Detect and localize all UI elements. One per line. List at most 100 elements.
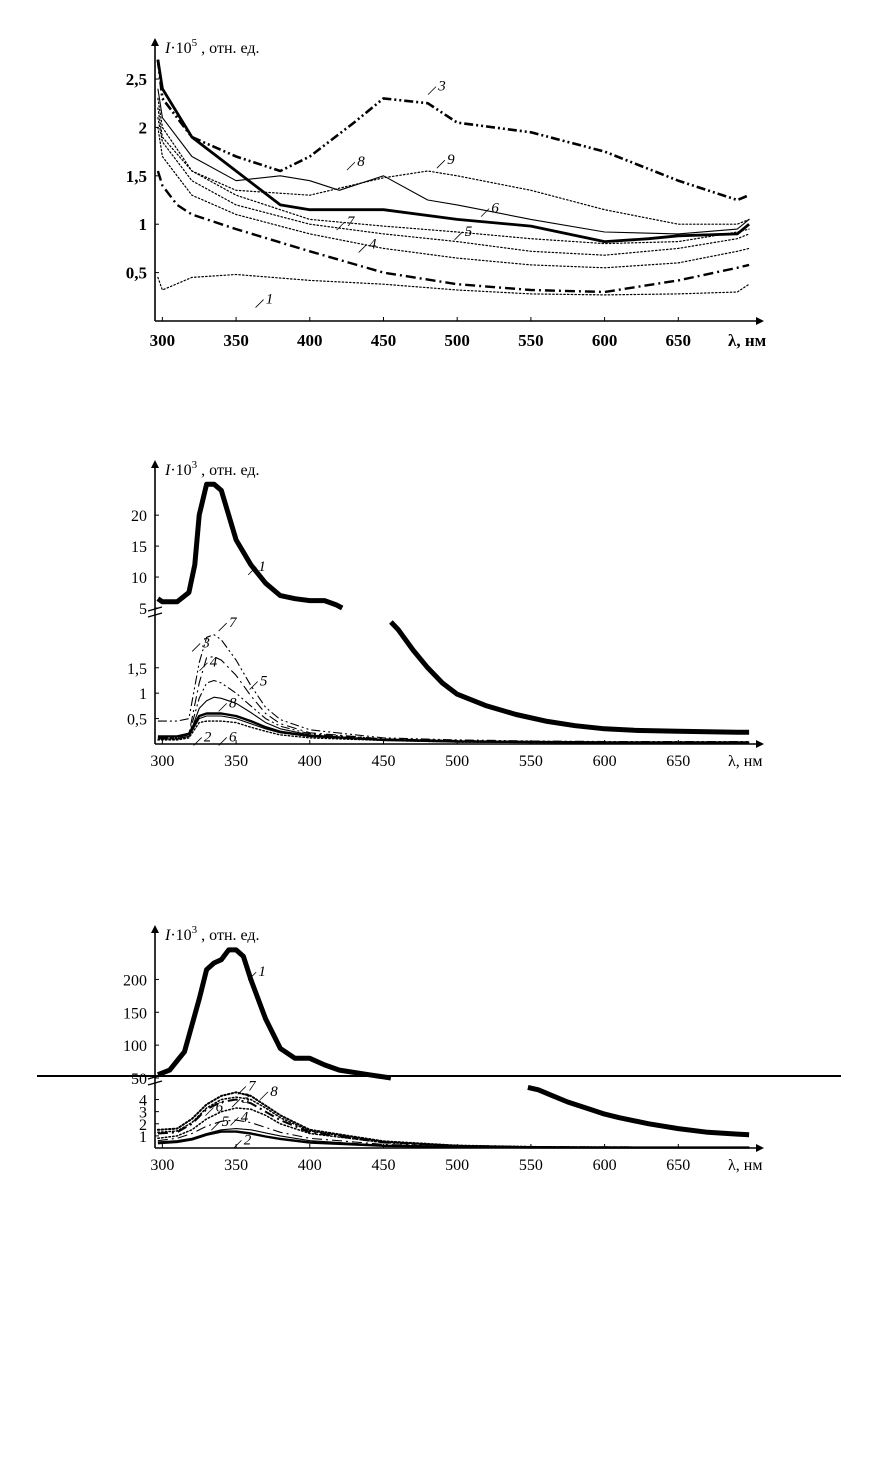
x-tick-label: 650 — [666, 753, 690, 770]
y-axis-label-unit: , отн. ед. — [197, 40, 259, 57]
y-axis-label-symbol: I — [164, 927, 171, 944]
y-tick-label: 0,5 — [126, 264, 147, 283]
x-tick-label: 450 — [371, 331, 397, 350]
x-tick-label: 600 — [593, 753, 617, 770]
curve-label-leader — [247, 566, 257, 576]
curve-label-4: 4 — [210, 655, 218, 671]
chart2: 300 350 400 450 500 550 600 650 λ, нм51015200,51… — [127, 459, 764, 770]
x-tick-label: 400 — [297, 331, 323, 350]
curve-label-7: 7 — [347, 214, 356, 230]
y-tick-label: 1,5 — [126, 167, 147, 186]
x-tick-label: 500 — [445, 753, 469, 770]
x-tick-label: 550 — [519, 1157, 543, 1174]
y-tick-label: 1,5 — [127, 661, 147, 678]
axis-break-mark — [147, 606, 163, 612]
series-4-line — [157, 126, 750, 269]
curve-label-7: 7 — [248, 1078, 257, 1094]
y-axis-label: I·103 , отн. ед. — [164, 924, 260, 944]
curve-label-3: 3 — [201, 635, 210, 651]
curve-label-leader — [218, 622, 227, 632]
y-tick-label: 2,5 — [126, 70, 147, 89]
y-axis-arrow — [151, 38, 159, 46]
curve-label-leader — [218, 737, 227, 746]
series-1-lower-line — [527, 1084, 750, 1138]
y-tick-label: 150 — [123, 1005, 147, 1022]
x-tick-label: 300 — [150, 753, 174, 770]
y-tick-label: 20 — [131, 508, 147, 525]
series-8-line — [157, 712, 750, 744]
curve-label-9: 9 — [447, 152, 455, 168]
y-axis-arrow — [151, 460, 159, 468]
curve-label-6: 6 — [229, 729, 237, 745]
y-axis-label-base: ·10 — [170, 927, 191, 944]
y-tick-label: 1 — [139, 1129, 147, 1146]
y-axis-label: I·103 , отн. ед. — [164, 459, 260, 479]
curve-label-leader — [237, 1086, 247, 1095]
curve-label-leader — [259, 1091, 269, 1101]
x-tick-label: 600 — [593, 1157, 617, 1174]
x-axis-arrow — [756, 1144, 764, 1152]
curve-label-2: 2 — [204, 729, 212, 745]
axis-break-mark — [147, 1080, 163, 1086]
x-tick-label: 650 — [666, 331, 692, 350]
y-tick-label: 5 — [139, 601, 147, 618]
curve-label-8: 8 — [270, 1084, 278, 1100]
curve-label-leader — [211, 1121, 220, 1131]
curve-label-leader — [230, 1117, 239, 1126]
curve-label-4: 4 — [369, 236, 377, 252]
curve-label-5: 5 — [260, 674, 268, 690]
y-axis-label-symbol: I — [164, 462, 171, 479]
x-tick-label: 450 — [371, 753, 395, 770]
x-tick-label: 300 — [150, 331, 176, 350]
curve-label-5: 5 — [222, 1114, 230, 1130]
series-8-line — [157, 1096, 750, 1149]
y-axis-arrow — [151, 925, 159, 933]
y-axis-label-base: ·10 — [170, 462, 191, 479]
y-axis-label-exponent: 3 — [192, 924, 198, 936]
chart3: 300 350 400 450 500 550 600 650 λ, нм 50 100 150 200… — [123, 924, 764, 1174]
curve-label-leader — [233, 1140, 242, 1149]
curve-label-leader — [436, 159, 446, 169]
curve-label-1: 1 — [258, 559, 266, 575]
series-1-line — [157, 273, 750, 296]
x-axis-arrow — [756, 740, 764, 748]
curve-label-leader — [193, 737, 202, 746]
curve-label-3: 3 — [437, 79, 446, 95]
x-axis-label: λ, нм — [728, 1157, 762, 1174]
bottom-rule — [37, 1075, 841, 1077]
x-tick-label: 450 — [371, 1157, 395, 1174]
y-tick-label: 100 — [123, 1038, 147, 1055]
x-tick-label: 400 — [298, 753, 322, 770]
curve-label-leader — [247, 971, 257, 981]
series-7-line — [157, 97, 750, 245]
x-tick-label: 500 — [444, 331, 470, 350]
series-4-line — [157, 679, 750, 743]
y-tick-label: 4 — [139, 1093, 147, 1110]
x-tick-label: 350 — [224, 753, 248, 770]
y-axis-label-base: ·10 — [170, 40, 191, 57]
curve-label-8: 8 — [357, 154, 365, 170]
curve-label-leader — [231, 1098, 241, 1108]
y-tick-label: 2 — [139, 118, 148, 137]
curve-label-6: 6 — [216, 1100, 224, 1116]
x-tick-label: 650 — [666, 1157, 690, 1174]
curve-label-leader — [191, 643, 201, 652]
curve-label-3: 3 — [241, 1091, 250, 1107]
y-tick-label: 2 — [139, 1117, 147, 1134]
curve-label-leader — [336, 221, 345, 231]
y-axis-label-exponent: 5 — [192, 37, 198, 49]
series-8-line — [157, 88, 750, 235]
axis-break-mark — [147, 612, 163, 618]
x-tick-label: 400 — [298, 1157, 322, 1174]
curve-label-leader — [358, 244, 368, 253]
curve-label-leader — [346, 161, 356, 171]
series-5-line — [157, 117, 750, 256]
series-3-line — [156, 59, 750, 202]
x-tick-label: 300 — [150, 1157, 174, 1174]
chart1: 300 350 400 450 500 550 600 650 λ, нм 0,5 1 1,5 2 2,5… — [126, 37, 767, 350]
series-2-line — [156, 170, 750, 294]
y-axis-label-unit: , отн. ед. — [197, 462, 259, 479]
series-6-line — [156, 59, 750, 243]
series-1-lower-line — [389, 620, 750, 735]
